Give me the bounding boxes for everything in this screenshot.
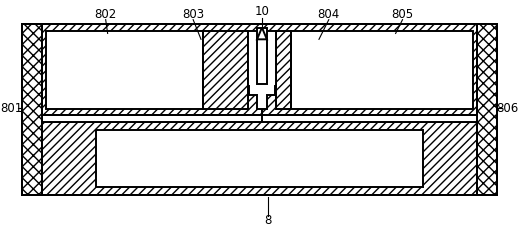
- Bar: [477, 24, 497, 195]
- Text: 803: 803: [182, 8, 204, 21]
- Polygon shape: [248, 31, 276, 109]
- Bar: [22, 24, 497, 195]
- Bar: [42, 122, 477, 195]
- Bar: [42, 122, 477, 195]
- Bar: [292, 31, 473, 109]
- Text: 804: 804: [318, 8, 340, 21]
- Bar: [257, 27, 267, 84]
- Text: 10: 10: [254, 5, 269, 18]
- Bar: [22, 24, 42, 195]
- Bar: [276, 31, 292, 109]
- Text: 8: 8: [264, 214, 271, 227]
- Bar: [203, 31, 248, 109]
- Bar: [22, 24, 497, 195]
- Bar: [42, 24, 477, 115]
- Bar: [477, 24, 497, 195]
- Bar: [276, 31, 292, 109]
- Text: 805: 805: [391, 8, 414, 21]
- Bar: [46, 31, 203, 109]
- Polygon shape: [257, 27, 267, 39]
- Text: 801: 801: [0, 102, 22, 115]
- Bar: [22, 24, 42, 195]
- Bar: [42, 24, 477, 115]
- Text: 806: 806: [497, 102, 519, 115]
- Bar: [203, 31, 248, 109]
- Bar: [96, 130, 423, 187]
- Text: 802: 802: [94, 8, 117, 21]
